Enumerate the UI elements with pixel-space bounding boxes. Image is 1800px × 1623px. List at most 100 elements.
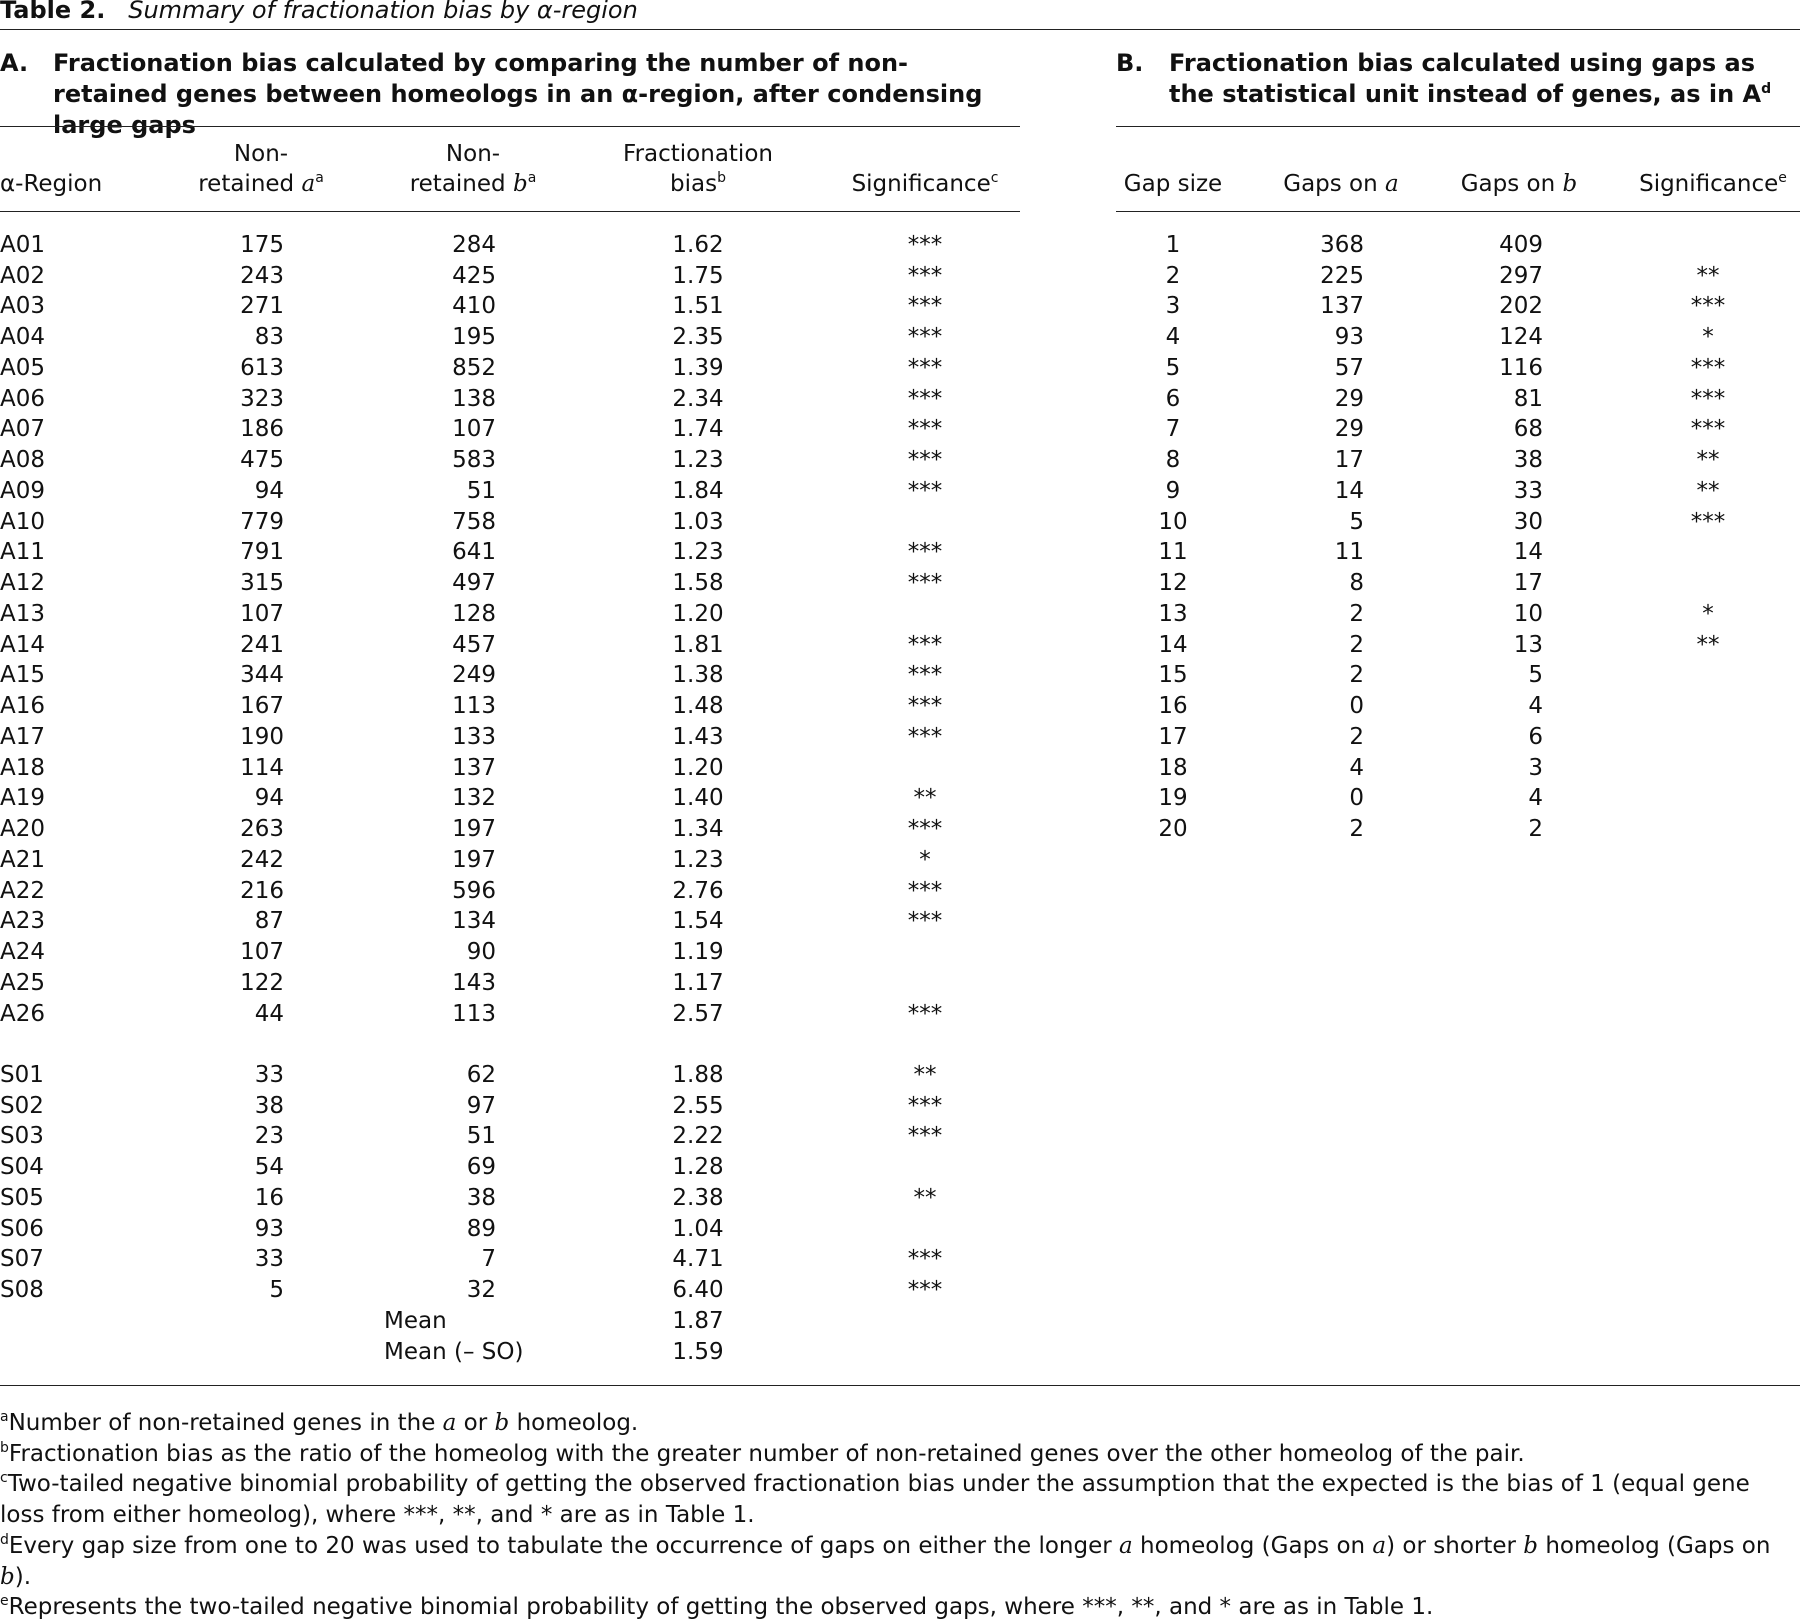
table-cell: 10 (1158, 508, 1188, 535)
table-cell: 2 (1349, 631, 1364, 658)
table-cell: 249 (452, 662, 496, 689)
table-cell: 16 (254, 1184, 284, 1211)
rule (1116, 126, 1800, 127)
section-label: A. (0, 49, 29, 77)
table-cell: *** (1690, 508, 1726, 535)
table-cell: *** (907, 570, 943, 597)
table-cell: 20 (1158, 816, 1188, 843)
table-cell: 14 (1334, 477, 1364, 504)
table-cell: 1.17 (672, 969, 724, 996)
table-cell: 18 (1158, 754, 1188, 781)
table-cell: 62 (466, 1061, 496, 1088)
table-cell: *** (907, 1246, 943, 1273)
table-cell: 852 (452, 354, 496, 381)
summary-value: 1.87 (672, 1307, 724, 1334)
table-cell: A10 (0, 508, 46, 535)
text-segment: b (512, 171, 528, 197)
text-segment: a (1119, 1532, 1133, 1559)
text-segment: a (315, 170, 324, 186)
table-cell: 641 (452, 539, 496, 566)
table-cell: 134 (452, 908, 496, 935)
table-cell: ** (913, 785, 937, 812)
table-cell: A20 (0, 816, 46, 843)
text-segment: Represents the two-tailed negative binom… (8, 1594, 1434, 1621)
table-cell: 128 (452, 600, 496, 627)
footnote: aNumber of non-retained genes in the a o… (0, 1408, 1800, 1439)
column-header: Significancee (1593, 169, 1800, 199)
table-cell: *** (907, 662, 943, 689)
table-cell: 1.38 (672, 662, 724, 689)
table-cell: 1.84 (672, 477, 724, 504)
table-cell: 197 (452, 846, 496, 873)
table-cell: 13 (1158, 600, 1188, 627)
table-cell: 33 (254, 1246, 284, 1273)
text-segment: ). (14, 1563, 32, 1590)
text-segment: a (527, 170, 537, 186)
table-cell: 14 (1513, 539, 1543, 566)
table-cell: 197 (452, 816, 496, 843)
table-cell: 2.76 (672, 877, 724, 904)
text-segment: Gaps on (1283, 171, 1386, 197)
table-cell: 11 (1158, 539, 1188, 566)
table-cell: S05 (0, 1184, 44, 1211)
table-cell: 1.51 (672, 293, 724, 320)
table-cell: 323 (240, 385, 284, 412)
text-segment: c (990, 170, 999, 186)
table-cell: 7 (1165, 416, 1181, 443)
summary-label: Mean (– SO) (384, 1338, 524, 1365)
table-cell: 1.04 (672, 1215, 724, 1242)
table-cell: A17 (0, 723, 46, 750)
table-cell: 1.39 (672, 354, 724, 381)
text-segment: Fractionation (623, 141, 773, 167)
table-cell: 124 (1499, 324, 1543, 351)
table-cell: A13 (0, 600, 46, 627)
table-cell: 8 (1165, 447, 1181, 474)
text-segment: Fractionation bias as the ratio of the h… (8, 1440, 1525, 1467)
table-cell: *** (907, 232, 943, 258)
table-cell: 30 (1513, 508, 1543, 535)
text-segment: Significance (851, 171, 991, 197)
text-segment: b (1523, 1532, 1539, 1559)
table-cell: 5 (1528, 662, 1543, 689)
text-segment: Non- (445, 141, 501, 167)
column-header: biasb (578, 169, 818, 199)
rule (1116, 211, 1800, 212)
table-cell: *** (907, 1000, 943, 1027)
text-segment: ) or shorter (1386, 1532, 1524, 1559)
rule (0, 211, 1020, 212)
table-cell: *** (907, 908, 943, 935)
table-cell: 216 (240, 877, 284, 904)
table-cell: 1.23 (672, 447, 724, 474)
table-cell: 1.58 (672, 570, 724, 597)
text-segment: Fractionation bias calculated by compari… (53, 49, 983, 139)
table-cell: 6 (1528, 723, 1543, 750)
table-cell: A16 (0, 693, 46, 720)
column-header: retained aa (141, 169, 381, 199)
table-cell: ** (1696, 262, 1720, 289)
table-cell: 90 (466, 939, 496, 966)
table-cell: A23 (0, 908, 46, 935)
table-cell: *** (1690, 354, 1726, 381)
table-cell: 54 (254, 1154, 284, 1181)
table-cell: 1.43 (672, 723, 724, 750)
table-cell: *** (907, 877, 943, 904)
table-cell: 190 (240, 723, 284, 750)
table-cell: 1.40 (672, 785, 724, 812)
section-heading: Fractionation bias calculated using gaps… (1169, 48, 1794, 110)
table-cell: 94 (254, 785, 284, 812)
text-segment: homeolog. (509, 1410, 639, 1436)
table-cell: *** (907, 477, 943, 504)
table-cell: 195 (452, 324, 496, 351)
text-segment: b (494, 1410, 510, 1436)
table-cell: 51 (466, 477, 496, 504)
table-cell: 57 (1334, 354, 1364, 381)
table-cell: 1.03 (672, 508, 724, 535)
table-cell: 779 (240, 508, 284, 535)
footnote-mark: b (0, 1439, 9, 1456)
table-cell: 143 (452, 969, 496, 996)
table-cell: *** (907, 1277, 943, 1304)
table-cell: ** (1696, 477, 1720, 504)
table-cell: 6.40 (672, 1277, 724, 1304)
table-cell: 613 (240, 354, 284, 381)
table-cell: 107 (240, 600, 284, 627)
